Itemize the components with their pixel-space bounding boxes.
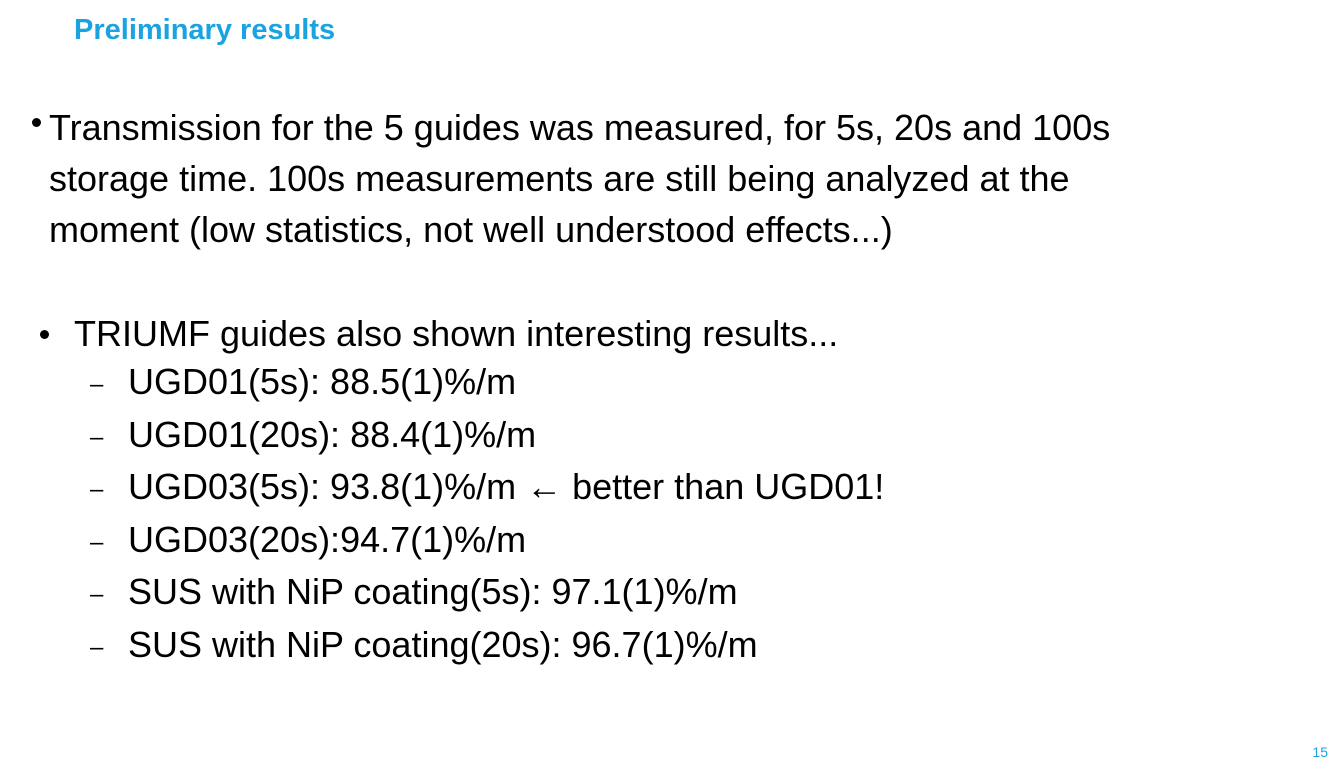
bullet-dot-icon bbox=[40, 330, 49, 339]
sub-bullet-text: UGD03(20s):94.7(1)%/m bbox=[128, 518, 527, 560]
dash-icon: – bbox=[90, 633, 104, 661]
bullet-triumf-text: TRIUMF guides also shown interesting res… bbox=[74, 313, 839, 354]
sub-bullet-text: SUS with NiP coating(20s): 96.7(1)%/m bbox=[128, 623, 758, 665]
dash-icon: – bbox=[90, 581, 104, 608]
bullet-line: storage time. 100s measurements are stil… bbox=[49, 158, 1070, 199]
sub-bullet-text: UGD03(5s): 93.8(1)%/m ← better than UGD0… bbox=[128, 466, 885, 507]
page-number: 15 bbox=[1312, 744, 1328, 760]
dash-icon: – bbox=[90, 476, 104, 503]
sub-bullet-text: SUS with NiP coating(5s): 97.1(1)%/m bbox=[128, 571, 738, 612]
bullet-dot-icon bbox=[32, 118, 41, 127]
dash-icon: – bbox=[90, 371, 104, 398]
bullet-transmission-text: Transmission for the 5 guides was measur… bbox=[49, 102, 1334, 255]
sub-bullet-text: UGD01(20s): 88.4(1)%/m bbox=[128, 413, 537, 455]
sub-bullet-text: UGD01(5s): 88.5(1)%/m bbox=[128, 361, 517, 402]
dash-icon: – bbox=[90, 528, 104, 556]
slide-title: Preliminary results bbox=[74, 14, 336, 46]
bullet-line: moment (low statistics, not well underst… bbox=[49, 209, 893, 250]
dash-icon: – bbox=[90, 423, 104, 451]
bullet-line: Transmission for the 5 guides was measur… bbox=[49, 107, 1111, 148]
